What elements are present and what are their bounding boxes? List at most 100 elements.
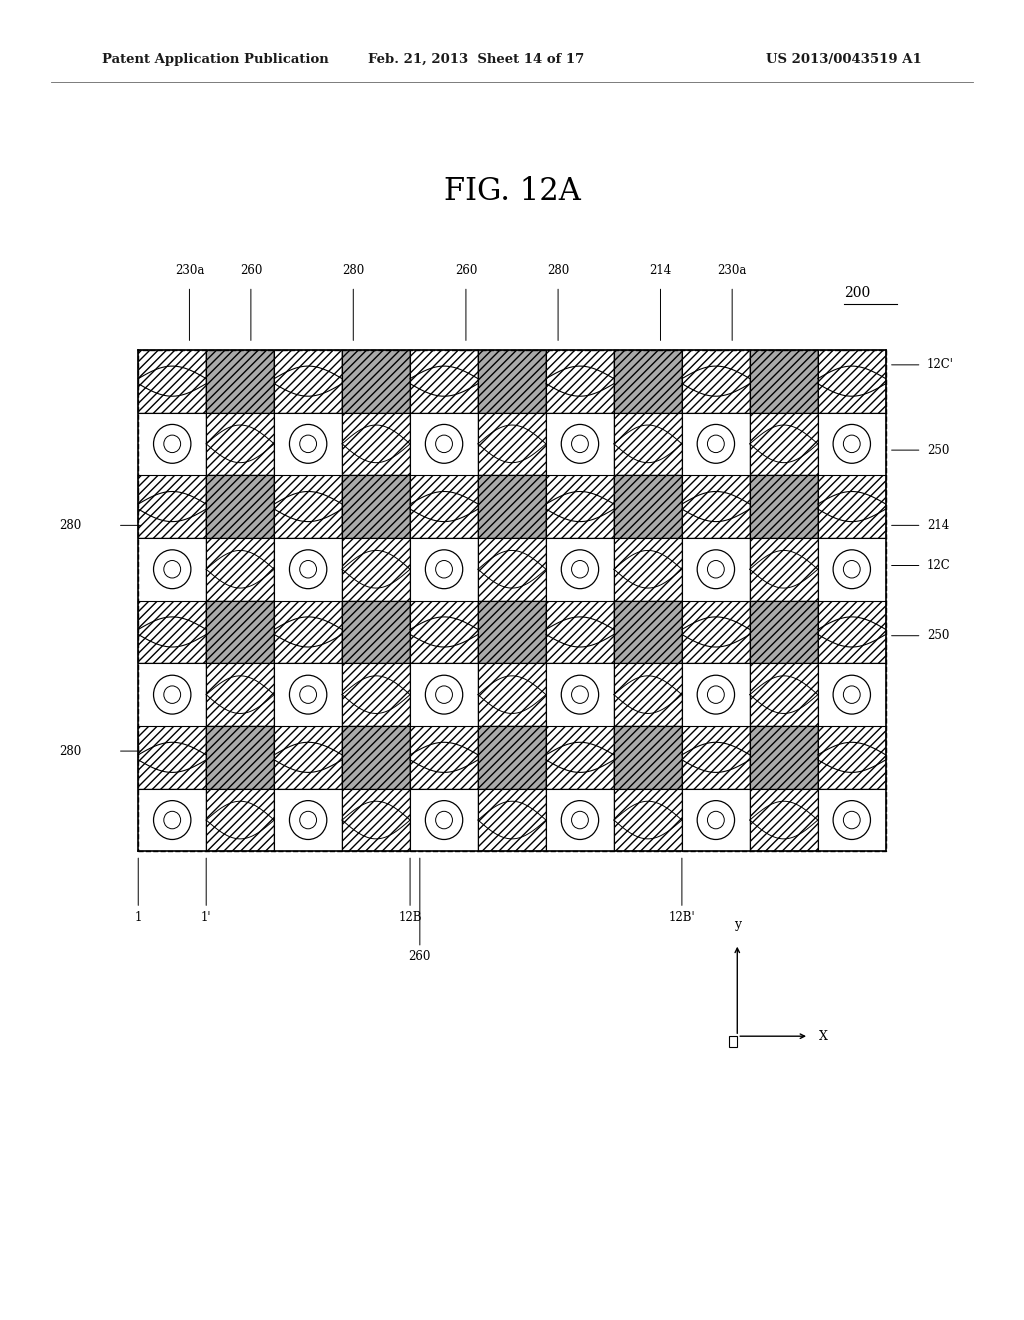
Text: 1': 1' bbox=[201, 911, 211, 924]
Bar bbox=[614, 789, 682, 851]
Ellipse shape bbox=[834, 425, 870, 463]
Ellipse shape bbox=[834, 676, 870, 714]
Bar bbox=[546, 475, 614, 539]
Ellipse shape bbox=[154, 550, 190, 589]
Ellipse shape bbox=[300, 812, 316, 829]
Bar bbox=[818, 664, 886, 726]
Bar bbox=[614, 664, 682, 726]
Ellipse shape bbox=[834, 801, 870, 840]
Text: 12C: 12C bbox=[927, 558, 950, 572]
Ellipse shape bbox=[708, 812, 724, 829]
Bar bbox=[682, 350, 750, 412]
Text: y: y bbox=[734, 917, 740, 931]
Text: 280: 280 bbox=[342, 264, 365, 277]
Bar bbox=[750, 726, 818, 789]
Bar bbox=[682, 539, 750, 601]
Text: 12C': 12C' bbox=[927, 358, 953, 371]
Ellipse shape bbox=[708, 686, 724, 704]
Bar bbox=[206, 664, 274, 726]
Ellipse shape bbox=[571, 686, 589, 704]
Ellipse shape bbox=[844, 686, 860, 704]
Ellipse shape bbox=[290, 425, 327, 463]
Bar bbox=[410, 350, 478, 412]
Bar bbox=[206, 350, 274, 412]
Ellipse shape bbox=[425, 676, 463, 714]
Bar bbox=[682, 726, 750, 789]
Ellipse shape bbox=[708, 561, 724, 578]
Ellipse shape bbox=[164, 686, 180, 704]
Bar bbox=[342, 726, 410, 789]
Ellipse shape bbox=[697, 676, 734, 714]
Text: 214: 214 bbox=[927, 519, 949, 532]
Text: 230a: 230a bbox=[718, 264, 746, 277]
Bar bbox=[682, 789, 750, 851]
Ellipse shape bbox=[164, 436, 180, 453]
Bar bbox=[750, 601, 818, 663]
Ellipse shape bbox=[435, 436, 453, 453]
Bar bbox=[478, 664, 546, 726]
Text: X: X bbox=[819, 1030, 828, 1043]
Text: Feb. 21, 2013  Sheet 14 of 17: Feb. 21, 2013 Sheet 14 of 17 bbox=[368, 53, 585, 66]
Text: US 2013/0043519 A1: US 2013/0043519 A1 bbox=[766, 53, 922, 66]
Bar bbox=[342, 664, 410, 726]
Bar bbox=[478, 601, 546, 663]
Ellipse shape bbox=[561, 425, 599, 463]
Bar bbox=[274, 412, 342, 475]
Text: 200: 200 bbox=[844, 286, 870, 300]
Text: 280: 280 bbox=[59, 744, 82, 758]
Ellipse shape bbox=[561, 676, 599, 714]
Bar bbox=[818, 412, 886, 475]
Bar bbox=[750, 412, 818, 475]
Bar bbox=[410, 539, 478, 601]
Bar bbox=[818, 789, 886, 851]
Bar bbox=[342, 350, 410, 412]
Bar bbox=[342, 412, 410, 475]
Ellipse shape bbox=[290, 801, 327, 840]
Bar bbox=[682, 601, 750, 663]
Text: 230a: 230a bbox=[175, 264, 204, 277]
Bar bbox=[274, 475, 342, 539]
Ellipse shape bbox=[435, 686, 453, 704]
Ellipse shape bbox=[844, 812, 860, 829]
Bar bbox=[478, 789, 546, 851]
Text: 260: 260 bbox=[240, 264, 262, 277]
Ellipse shape bbox=[561, 801, 599, 840]
Bar bbox=[614, 726, 682, 789]
Text: 214: 214 bbox=[649, 264, 672, 277]
Bar bbox=[206, 601, 274, 663]
Bar bbox=[614, 475, 682, 539]
Text: 260: 260 bbox=[409, 950, 431, 964]
Ellipse shape bbox=[290, 676, 327, 714]
Text: 280: 280 bbox=[59, 519, 82, 532]
Bar bbox=[546, 412, 614, 475]
Bar bbox=[342, 475, 410, 539]
Bar bbox=[206, 412, 274, 475]
Ellipse shape bbox=[164, 812, 180, 829]
Bar bbox=[206, 539, 274, 601]
Bar bbox=[410, 789, 478, 851]
Bar bbox=[274, 539, 342, 601]
Bar bbox=[818, 350, 886, 412]
Bar bbox=[750, 539, 818, 601]
Bar bbox=[478, 539, 546, 601]
Bar bbox=[546, 601, 614, 663]
Text: 12B': 12B' bbox=[669, 911, 695, 924]
Bar bbox=[138, 601, 206, 663]
Ellipse shape bbox=[300, 561, 316, 578]
Bar bbox=[750, 789, 818, 851]
Ellipse shape bbox=[154, 801, 190, 840]
Text: 250: 250 bbox=[927, 630, 949, 643]
Bar bbox=[206, 726, 274, 789]
Bar bbox=[818, 726, 886, 789]
Text: 260: 260 bbox=[455, 264, 477, 277]
Bar bbox=[614, 350, 682, 412]
Bar bbox=[546, 664, 614, 726]
Bar bbox=[729, 1036, 737, 1047]
Bar bbox=[478, 475, 546, 539]
Text: 250: 250 bbox=[927, 444, 949, 457]
Bar bbox=[546, 350, 614, 412]
Ellipse shape bbox=[697, 801, 734, 840]
Ellipse shape bbox=[571, 561, 589, 578]
Ellipse shape bbox=[561, 550, 599, 589]
Ellipse shape bbox=[154, 425, 190, 463]
